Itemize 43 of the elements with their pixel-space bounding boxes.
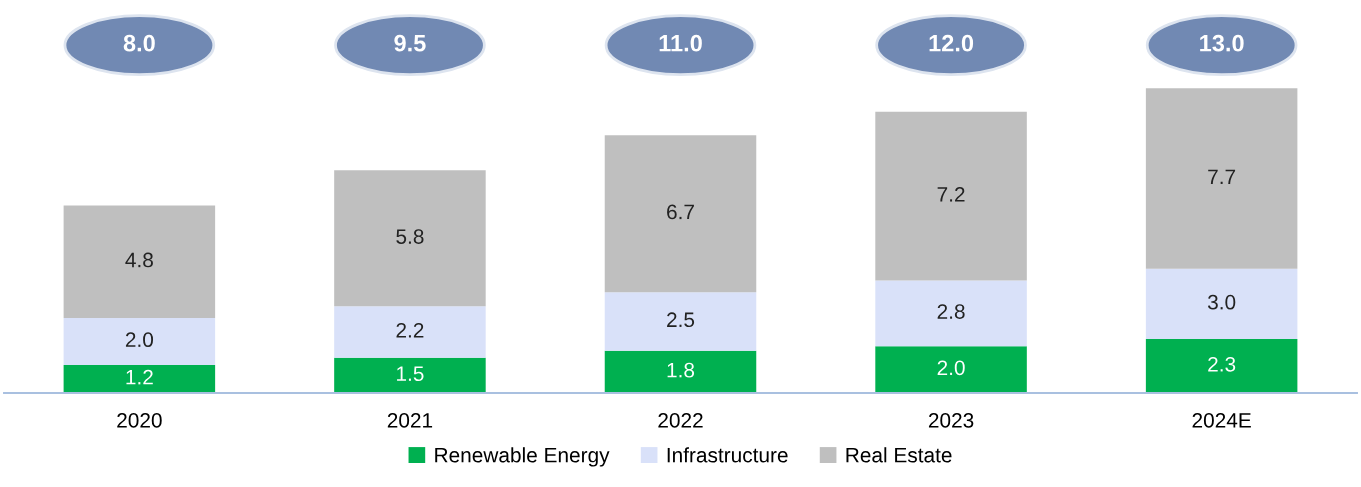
bar xyxy=(63,318,216,365)
text: 11.0 xyxy=(659,34,702,52)
x-tick-label: 2022 xyxy=(658,413,703,428)
legend-label: Infrastructure xyxy=(667,447,788,463)
data-label: 1.2 xyxy=(126,369,153,385)
text: 8.0 xyxy=(123,34,155,52)
legend-label: Renewable Energy xyxy=(435,447,610,467)
bar xyxy=(1145,339,1298,394)
text: 9.5 xyxy=(394,34,426,52)
data-label: 4.8 xyxy=(125,252,153,268)
bar xyxy=(875,346,1027,394)
bar xyxy=(1145,88,1298,269)
bar xyxy=(875,111,1027,281)
data-label: 7.7 xyxy=(1208,169,1236,184)
data-label: 2.0 xyxy=(125,332,154,348)
data-label: 1.5 xyxy=(397,366,424,382)
data-label: 2.5 xyxy=(667,312,695,328)
legend-label: Real Estate xyxy=(846,447,952,463)
data-label: 7.2 xyxy=(937,186,965,202)
text: 12.0 xyxy=(929,34,974,52)
x-tick-label: 2020 xyxy=(117,413,162,428)
bar xyxy=(334,357,486,394)
bar xyxy=(1145,268,1298,340)
data-label: 2.0 xyxy=(937,360,965,376)
bar xyxy=(334,170,486,307)
x-tick-label: 2024E xyxy=(1192,413,1251,428)
x-tick-label: 2021 xyxy=(387,413,433,428)
data-label: 1.8 xyxy=(667,362,695,378)
bar xyxy=(875,280,1027,347)
text: 13.0 xyxy=(1200,34,1244,52)
x-tick-label: 2023 xyxy=(928,413,974,428)
bar xyxy=(604,135,757,293)
data-label: 2.8 xyxy=(937,304,965,319)
data-label: 3.0 xyxy=(1207,294,1236,310)
bar xyxy=(604,350,757,394)
data-label: 5.8 xyxy=(396,229,424,244)
bar xyxy=(604,292,757,351)
bar xyxy=(63,364,216,394)
bar xyxy=(334,306,486,358)
data-label: 2.3 xyxy=(1208,356,1236,372)
data-label: 6.7 xyxy=(667,204,694,220)
bar xyxy=(63,205,216,319)
data-label: 2.2 xyxy=(396,322,424,338)
